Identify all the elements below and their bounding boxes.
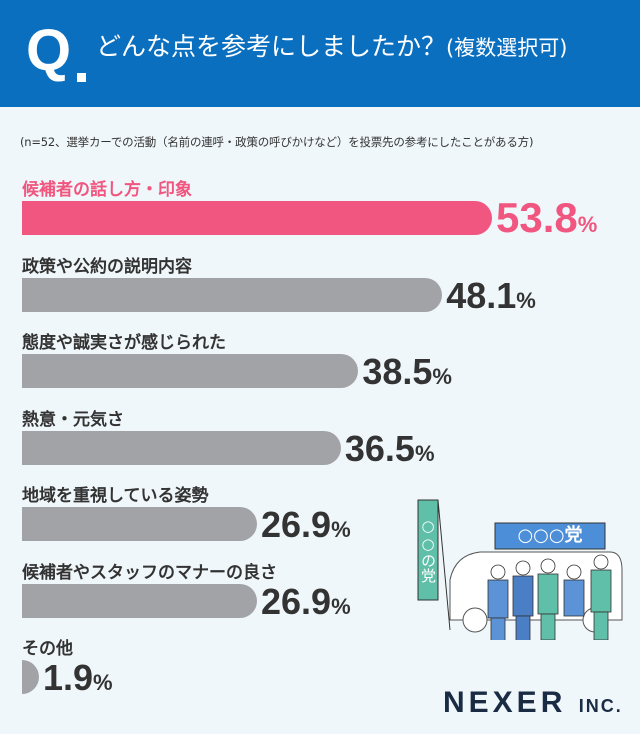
logo-suffix: INC. [578, 696, 623, 716]
value-label: 1.9% [43, 660, 113, 696]
value-number: 53.8 [496, 194, 578, 241]
value-number: 1.9 [43, 657, 94, 698]
value-label: 53.8% [496, 197, 597, 239]
category-label: 候補者の話し方・印象 [22, 180, 192, 200]
header: Q どんな点を参考にしましたか？(複数選択可) [0, 0, 640, 107]
car-sign-text: ○○○党 [517, 525, 583, 546]
logo-main: NEXER [443, 686, 567, 719]
value-unit: % [331, 593, 351, 619]
bar [22, 430, 341, 465]
value-unit: % [414, 440, 435, 466]
q-dot [77, 73, 86, 82]
value-number: 36.5 [344, 427, 415, 469]
category-label: その他 [22, 639, 73, 659]
value-unit: % [516, 287, 536, 313]
value-label: 26.9% [261, 580, 351, 622]
value-number: 38.5 [362, 351, 433, 392]
value-label: 48.1% [446, 274, 536, 316]
value-unit: % [432, 364, 452, 389]
q-mark: Q [26, 18, 72, 83]
bar [22, 277, 443, 312]
bar [22, 201, 492, 235]
value-number: 26.9 [261, 504, 332, 545]
category-label: 候補者やスタッフのマナーの良さ [22, 562, 277, 583]
category-label: 政策や公約の説明内容 [22, 256, 192, 277]
value-number: 26.9 [261, 580, 332, 622]
value-label: 26.9% [261, 507, 351, 543]
sample-note: (n=52、選挙カーでの活動（名前の連呼・政策の呼びかけなど）を投票先の参考にし… [20, 135, 534, 149]
value-number: 48.1 [446, 274, 517, 316]
title-text: どんな点を参考にしましたか？ [96, 32, 447, 61]
chart-title: どんな点を参考にしましたか？(複数選択可) [96, 34, 567, 59]
value-unit: % [93, 670, 113, 695]
value-unit: % [577, 212, 598, 237]
banner-text: ○○の党 [419, 517, 437, 583]
category-label: 地域を重視している姿勢 [22, 486, 209, 506]
campaign-car-illustration [417, 499, 623, 640]
title-suffix: (複数選択可) [446, 36, 568, 60]
category-label: 態度や誠実さが感じられた [22, 333, 226, 353]
bar [22, 507, 257, 541]
value-unit: % [331, 517, 351, 542]
category-label: 熱意・元気さ [22, 409, 124, 430]
bar [22, 660, 39, 694]
nexer-logo: NEXER INC. [443, 686, 623, 720]
value-label: 38.5% [362, 354, 452, 390]
bar [22, 583, 257, 618]
bar [22, 354, 359, 388]
value-label: 36.5% [344, 427, 435, 469]
